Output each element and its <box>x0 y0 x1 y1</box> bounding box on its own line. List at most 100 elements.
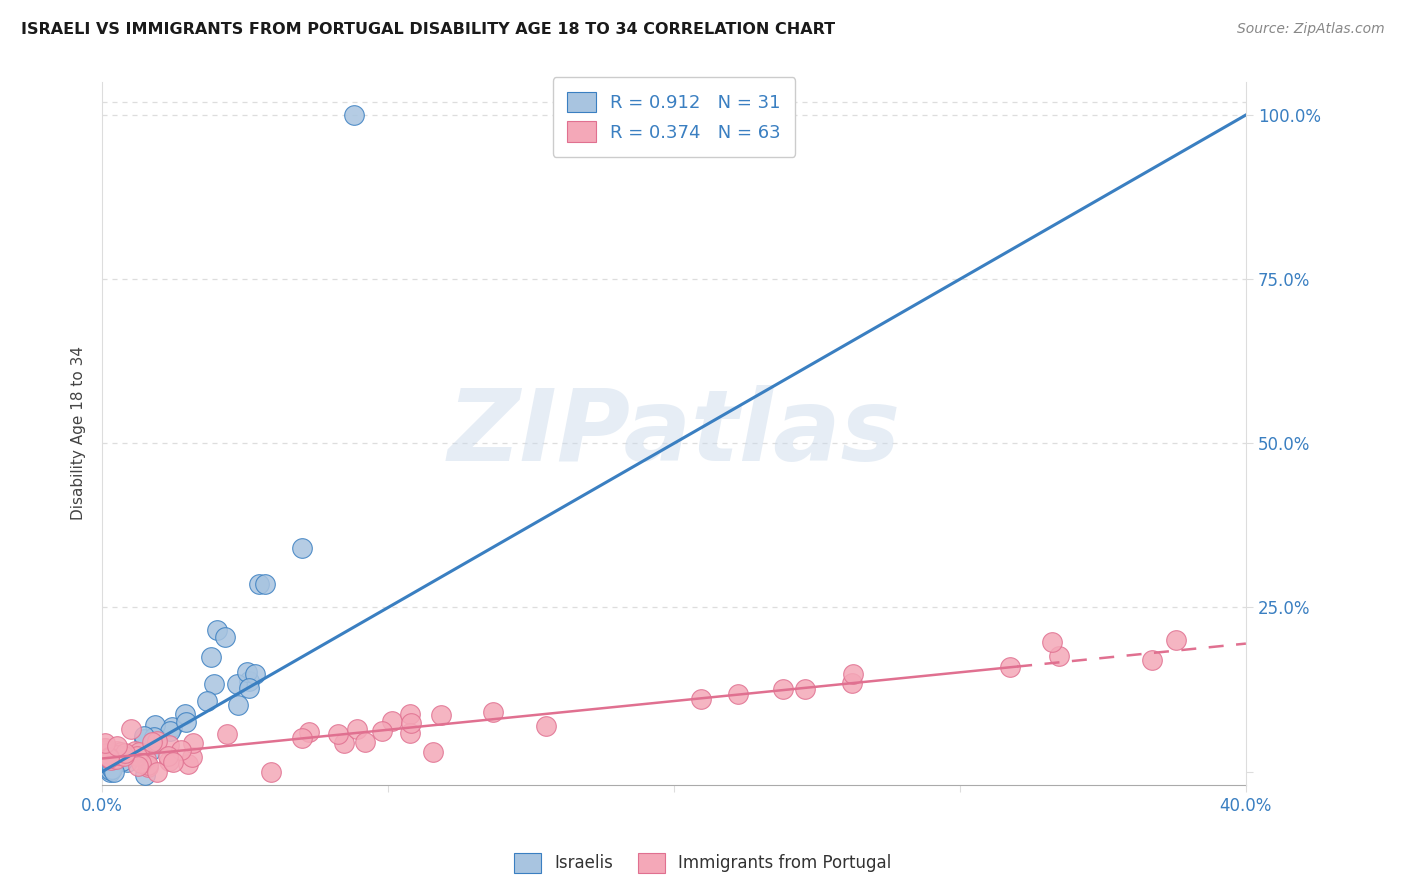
Point <box>124 744 146 758</box>
Point <box>481 705 503 719</box>
Point <box>114 747 136 761</box>
Point <box>217 727 239 741</box>
Point <box>117 755 139 769</box>
Point <box>249 577 271 591</box>
Point <box>291 541 314 556</box>
Point <box>429 708 451 723</box>
Point <box>842 666 865 681</box>
Point <box>291 731 314 745</box>
Point <box>181 750 204 764</box>
Point <box>157 754 180 768</box>
Point <box>1166 633 1188 648</box>
Point <box>353 735 375 749</box>
Point <box>134 732 156 747</box>
Point <box>105 739 128 753</box>
Point <box>127 759 149 773</box>
Point <box>689 692 711 706</box>
Point <box>226 698 249 712</box>
Point <box>401 716 423 731</box>
Point <box>236 665 259 680</box>
Point <box>162 755 184 769</box>
Point <box>105 747 128 762</box>
Point <box>136 757 159 772</box>
Point <box>125 748 148 763</box>
Point <box>94 743 117 757</box>
Point <box>129 756 152 770</box>
Point <box>103 764 125 779</box>
Point <box>332 736 354 750</box>
Point <box>260 764 283 779</box>
Point <box>202 676 225 690</box>
Point <box>105 752 128 766</box>
Point <box>399 726 422 740</box>
Point <box>105 744 128 758</box>
Text: ISRAELI VS IMMIGRANTS FROM PORTUGAL DISABILITY AGE 18 TO 34 CORRELATION CHART: ISRAELI VS IMMIGRANTS FROM PORTUGAL DISA… <box>21 22 835 37</box>
Text: Source: ZipAtlas.com: Source: ZipAtlas.com <box>1237 22 1385 37</box>
Point <box>1140 653 1163 667</box>
Point <box>238 681 260 696</box>
Point <box>772 681 794 696</box>
Point <box>181 736 204 750</box>
Point <box>298 725 321 739</box>
Point <box>174 707 197 722</box>
Point <box>98 764 121 779</box>
Legend: Israelis, Immigrants from Portugal: Israelis, Immigrants from Portugal <box>508 847 898 880</box>
Point <box>346 722 368 736</box>
Point <box>841 676 863 690</box>
Point <box>145 734 167 748</box>
Point <box>326 727 349 741</box>
Point <box>100 753 122 767</box>
Point <box>143 730 166 744</box>
Point <box>254 577 277 591</box>
Point <box>370 723 392 738</box>
Point <box>238 673 260 688</box>
Point <box>176 714 198 729</box>
Point <box>170 743 193 757</box>
Point <box>120 722 142 736</box>
Point <box>141 735 163 749</box>
Point <box>794 681 817 696</box>
Point <box>111 754 134 768</box>
Point <box>195 693 218 707</box>
Point <box>157 749 180 764</box>
Point <box>110 745 132 759</box>
Point <box>200 649 222 664</box>
Point <box>205 624 228 638</box>
Point <box>1040 634 1063 648</box>
Point <box>160 720 183 734</box>
Point <box>245 667 267 681</box>
Point <box>98 763 121 777</box>
Point <box>94 741 117 756</box>
Point <box>135 752 157 766</box>
Point <box>138 744 160 758</box>
Point <box>177 757 200 772</box>
Text: ZIPatlas: ZIPatlas <box>447 385 901 482</box>
Point <box>94 741 117 756</box>
Point <box>98 751 121 765</box>
Point <box>343 108 366 122</box>
Point <box>101 762 124 776</box>
Point <box>159 723 181 738</box>
Point <box>998 660 1021 674</box>
Point <box>143 718 166 732</box>
Point <box>145 764 167 779</box>
Point <box>94 736 117 750</box>
Point <box>132 729 155 743</box>
Point <box>399 707 422 722</box>
Point <box>97 750 120 764</box>
Point <box>422 745 444 759</box>
Point <box>381 714 404 728</box>
Point <box>1047 649 1070 664</box>
Point <box>727 687 749 701</box>
Legend: R = 0.912   N = 31, R = 0.374   N = 63: R = 0.912 N = 31, R = 0.374 N = 63 <box>553 77 796 157</box>
Point <box>134 767 156 781</box>
Point <box>94 747 117 761</box>
Point <box>157 738 180 752</box>
Point <box>534 719 557 733</box>
Point <box>112 749 135 764</box>
Y-axis label: Disability Age 18 to 34: Disability Age 18 to 34 <box>72 346 86 520</box>
Point <box>214 630 236 644</box>
Point <box>136 759 159 773</box>
Point <box>128 745 150 759</box>
Point <box>225 677 247 691</box>
